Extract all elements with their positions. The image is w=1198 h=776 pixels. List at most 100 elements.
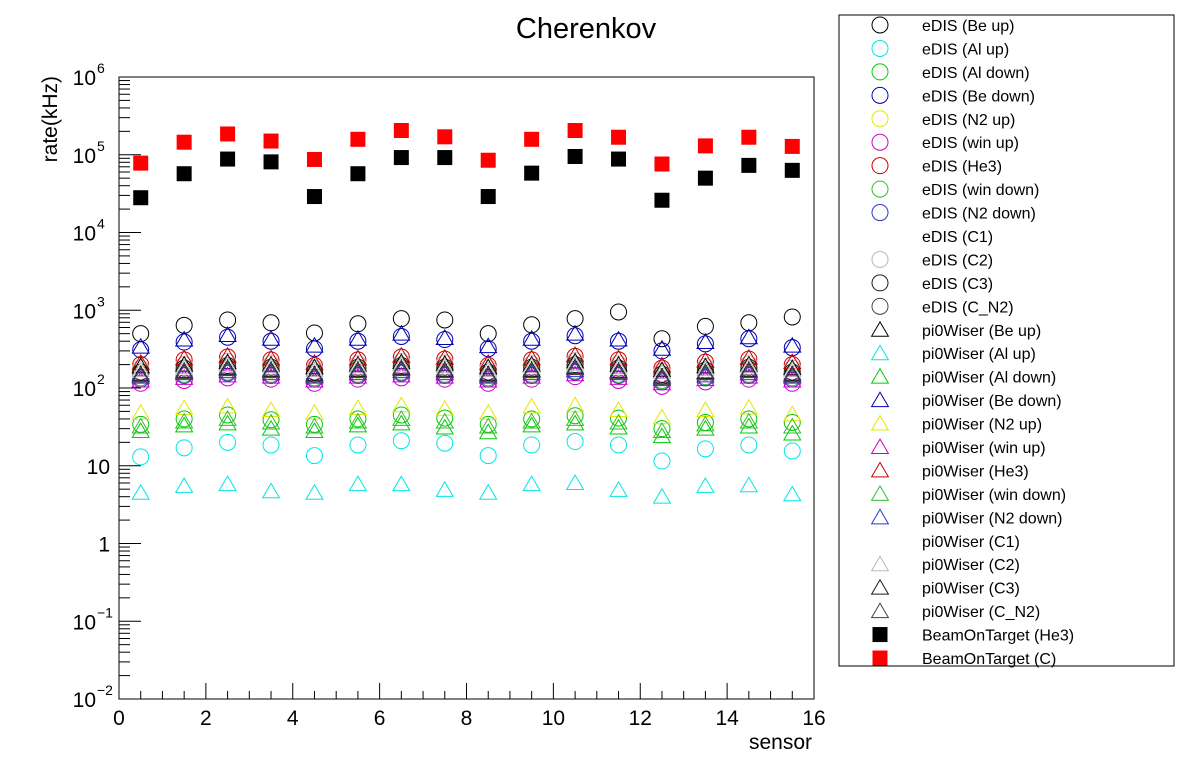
- series-pi0wiser-c-n2: [131, 359, 802, 385]
- legend-item: pi0Wiser (Al up): [870, 344, 1036, 363]
- data-point: [348, 367, 368, 384]
- series-beamontarget-he3: [133, 148, 800, 208]
- data-point: [435, 361, 455, 378]
- data-point: [393, 150, 409, 166]
- data-point: [696, 415, 715, 432]
- x-tick-label: 2: [200, 707, 212, 730]
- data-point: [696, 366, 715, 383]
- legend-item: pi0Wiser (C3): [870, 578, 1020, 598]
- x-tick-label: 16: [802, 707, 825, 730]
- data-point: [652, 364, 672, 381]
- data-point: [783, 413, 801, 431]
- data-point: [218, 397, 237, 414]
- x-tick-label: 6: [374, 707, 386, 730]
- legend-marker: [870, 602, 890, 619]
- y-tick-label: 10: [73, 67, 96, 90]
- data-point: [480, 189, 496, 205]
- data-point: [654, 156, 670, 172]
- data-point: [262, 411, 280, 429]
- x-tick-label: 12: [629, 707, 652, 730]
- legend-label: pi0Wiser (C_N2): [922, 604, 1040, 621]
- data-point: [174, 399, 194, 416]
- y-tick-label: 10: [73, 611, 96, 634]
- data-point: [609, 330, 628, 347]
- legend-marker: [871, 16, 889, 34]
- data-point: [654, 192, 670, 208]
- legend-marker: [871, 204, 889, 222]
- data-point: [261, 357, 281, 374]
- data-point: [349, 332, 367, 350]
- data-point: [696, 477, 715, 493]
- data-point: [174, 363, 194, 380]
- data-point: [131, 361, 150, 378]
- data-point: [131, 371, 150, 388]
- data-point: [262, 436, 280, 454]
- data-point: [348, 355, 368, 372]
- data-point: [739, 412, 759, 429]
- legend-item: eDIS (Be up): [871, 16, 1014, 35]
- y-tick-exponent: 2: [97, 371, 105, 387]
- legend-marker: [870, 344, 890, 361]
- data-point: [436, 311, 454, 329]
- data-point: [392, 353, 411, 370]
- data-point: [348, 361, 368, 378]
- data-point: [174, 362, 194, 379]
- data-point: [611, 151, 627, 167]
- data-point: [652, 374, 672, 391]
- data-point: [435, 362, 455, 379]
- data-point: [393, 123, 409, 139]
- legend-label: eDIS (C1): [922, 229, 993, 246]
- data-point: [523, 436, 541, 454]
- y-tick-label: 10: [73, 378, 96, 401]
- data-point: [437, 150, 453, 166]
- series-edis-al-down: [132, 406, 801, 438]
- data-point: [565, 410, 585, 426]
- data-point: [565, 354, 585, 371]
- legend-label: eDIS (Al down): [922, 65, 1030, 82]
- data-markers: [131, 123, 802, 504]
- data-point: [436, 434, 454, 452]
- data-point: [435, 329, 455, 345]
- data-point: [261, 413, 281, 430]
- data-point: [522, 367, 541, 384]
- data-point: [610, 332, 628, 350]
- data-point: [305, 371, 324, 388]
- legend-label: pi0Wiser (C2): [922, 557, 1020, 574]
- data-point: [392, 414, 411, 431]
- data-point: [435, 480, 455, 497]
- series-pi0wiser-c3: [131, 358, 802, 384]
- data-point: [348, 357, 368, 374]
- data-point: [524, 131, 540, 147]
- series-pi0wiser-win-down: [131, 410, 802, 438]
- data-point: [696, 419, 715, 436]
- data-point: [739, 348, 759, 365]
- legend-label: eDIS (He3): [922, 159, 1002, 176]
- legend-label: pi0Wiser (N2 up): [922, 417, 1042, 434]
- legend-item: pi0Wiser (N2 down): [870, 508, 1062, 527]
- data-point: [133, 190, 149, 206]
- legend-item: eDIS (C_N2): [871, 297, 1014, 316]
- data-point: [174, 477, 194, 493]
- data-point: [611, 129, 627, 145]
- data-point: [740, 410, 758, 428]
- data-point: [175, 366, 193, 384]
- data-point: [739, 328, 759, 345]
- legend-marker: [871, 63, 889, 81]
- data-point: [522, 416, 541, 433]
- y-tick-exponent: −1: [97, 604, 113, 620]
- data-point: [348, 399, 368, 416]
- legend-marker: [871, 250, 889, 268]
- series-edis-al-up: [132, 432, 801, 470]
- data-point: [348, 362, 368, 379]
- data-point: [305, 340, 323, 358]
- legend-item: eDIS (C1): [871, 227, 993, 246]
- x-axis: 0 2 4 6 8 10 12 14 16: [113, 683, 826, 730]
- series-pi0wiser-c2: [131, 354, 802, 380]
- legend-label: eDIS (Be up): [922, 18, 1014, 35]
- data-point: [132, 448, 150, 466]
- data-point: [653, 330, 671, 348]
- legend-label: eDIS (N2 down): [922, 206, 1036, 223]
- data-point: [175, 316, 193, 334]
- data-point: [478, 358, 498, 375]
